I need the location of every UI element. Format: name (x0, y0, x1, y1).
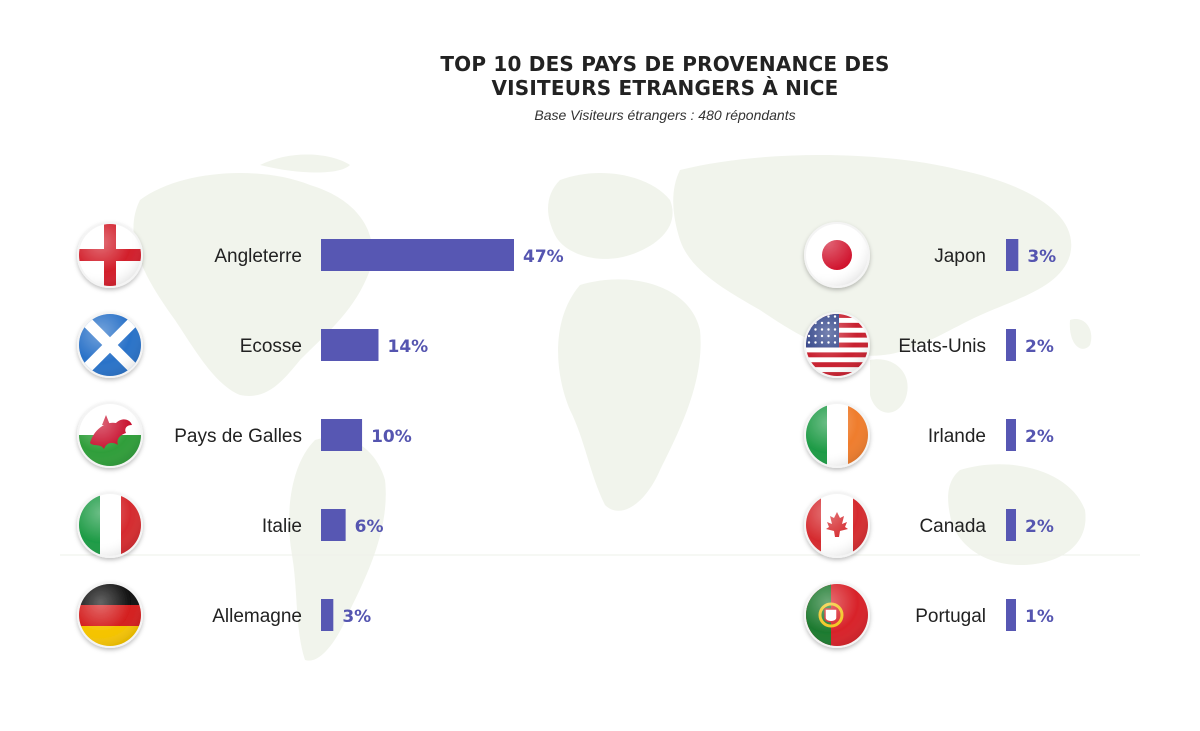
germany-flag-icon (77, 582, 143, 648)
row-angleterre: Angleterre 47% (77, 222, 564, 288)
england-flag-icon (77, 222, 143, 288)
row-ecosse: Ecosse 14% (77, 312, 428, 378)
ireland-flag-icon (804, 402, 870, 468)
row-allemagne: Allemagne 3% (77, 582, 371, 648)
country-label: Ecosse (240, 336, 302, 357)
bar (1006, 509, 1016, 541)
value-label: 10% (371, 427, 412, 447)
bar (321, 509, 346, 541)
country-label: Italie (262, 516, 302, 537)
row-pays-de-galles: Pays de Galles 10% (77, 402, 412, 468)
bar (1006, 239, 1019, 271)
row-etats-unis: Etats-Unis 2% (804, 312, 1054, 378)
chart-title-line-1: TOP 10 DES PAYS DE PROVENANCE DES (440, 52, 890, 76)
row-canada: Canada 2% (804, 492, 1054, 558)
bar (1006, 419, 1016, 451)
bar (1006, 329, 1016, 361)
value-label: 3% (1027, 247, 1056, 267)
value-label: 2% (1025, 337, 1054, 357)
wales-flag-icon (77, 402, 143, 468)
usa-flag-icon (804, 312, 870, 378)
bar (321, 599, 334, 631)
value-label: 47% (523, 247, 564, 267)
bar (321, 239, 514, 271)
country-label: Canada (919, 516, 986, 537)
row-italie: Italie 6% (77, 492, 384, 558)
portugal-flag-icon (804, 582, 870, 648)
canada-flag-icon (804, 492, 870, 558)
italy-flag-icon (77, 492, 143, 558)
japan-flag-icon (804, 222, 870, 288)
row-japon: Japon 3% (804, 222, 1056, 288)
bar (1006, 599, 1016, 631)
chart-subtitle: Base Visiteurs étrangers : 480 répondant… (534, 107, 796, 123)
value-label: 3% (342, 607, 371, 627)
country-label: Japon (934, 246, 986, 267)
chart-title-line-2: VISITEURS ETRANGERS À NICE (491, 76, 839, 100)
country-label: Pays de Galles (174, 426, 302, 447)
row-irlande: Irlande 2% (804, 402, 1054, 468)
country-label: Portugal (915, 606, 986, 627)
value-label: 2% (1025, 517, 1054, 537)
value-label: 2% (1025, 427, 1054, 447)
country-label: Angleterre (214, 246, 302, 267)
country-label: Irlande (928, 426, 986, 447)
value-label: 6% (355, 517, 384, 537)
bar (321, 329, 379, 361)
value-label: 1% (1025, 607, 1054, 627)
bar (321, 419, 363, 451)
row-portugal: Portugal 1% (804, 582, 1054, 648)
scotland-flag-icon (77, 312, 143, 378)
country-label: Etats-Unis (898, 336, 986, 357)
country-label: Allemagne (212, 606, 302, 627)
value-label: 14% (387, 337, 428, 357)
